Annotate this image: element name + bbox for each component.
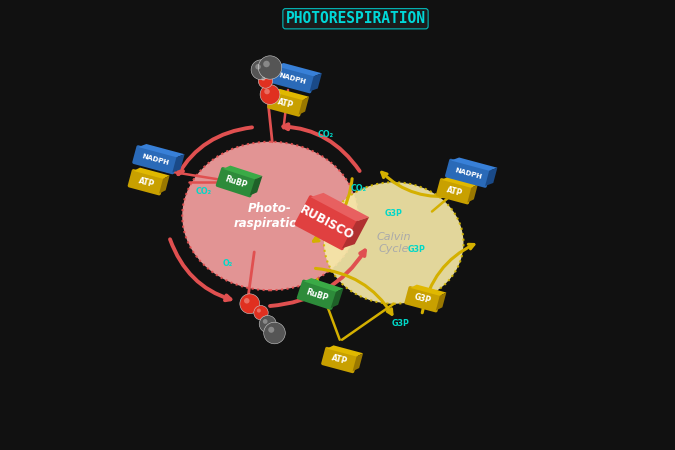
- FancyArrowPatch shape: [178, 127, 252, 174]
- FancyArrowPatch shape: [315, 268, 392, 315]
- Polygon shape: [273, 89, 309, 100]
- Text: NADPH: NADPH: [141, 153, 169, 166]
- Circle shape: [264, 322, 286, 344]
- Text: RUBISCO: RUBISCO: [297, 203, 356, 243]
- Circle shape: [259, 74, 273, 88]
- Polygon shape: [352, 353, 363, 371]
- Polygon shape: [410, 284, 446, 296]
- Polygon shape: [138, 144, 184, 157]
- Text: CO₂: CO₂: [351, 184, 367, 193]
- Polygon shape: [441, 176, 478, 188]
- Polygon shape: [327, 345, 363, 356]
- Polygon shape: [172, 154, 184, 172]
- Polygon shape: [304, 278, 344, 292]
- Polygon shape: [451, 158, 497, 171]
- Circle shape: [264, 89, 270, 94]
- Circle shape: [240, 294, 260, 314]
- FancyBboxPatch shape: [267, 90, 304, 117]
- Polygon shape: [134, 167, 169, 179]
- Text: Photo-
raspiration: Photo- raspiration: [234, 202, 306, 230]
- Circle shape: [259, 56, 281, 79]
- Text: ATP: ATP: [277, 97, 295, 110]
- Circle shape: [268, 327, 274, 333]
- FancyBboxPatch shape: [321, 347, 358, 373]
- Circle shape: [263, 319, 267, 324]
- Text: PHOTORESPIRATION: PHOTORESPIRATION: [286, 11, 425, 26]
- FancyBboxPatch shape: [269, 64, 315, 93]
- Text: G3P: G3P: [385, 209, 402, 218]
- Text: CO₂: CO₂: [196, 186, 212, 195]
- FancyBboxPatch shape: [128, 169, 165, 195]
- Ellipse shape: [324, 182, 464, 304]
- Polygon shape: [342, 217, 369, 248]
- Polygon shape: [310, 193, 369, 221]
- Polygon shape: [467, 184, 478, 202]
- Circle shape: [256, 309, 261, 313]
- Text: NADPH: NADPH: [278, 72, 306, 85]
- Polygon shape: [275, 63, 322, 76]
- Circle shape: [244, 298, 250, 304]
- FancyBboxPatch shape: [436, 178, 473, 204]
- Text: O₂: O₂: [223, 258, 233, 267]
- FancyArrowPatch shape: [382, 172, 458, 197]
- FancyArrowPatch shape: [423, 244, 474, 313]
- Circle shape: [259, 315, 276, 333]
- Polygon shape: [298, 97, 309, 115]
- Text: Calvin
Cycle: Calvin Cycle: [377, 232, 411, 254]
- Circle shape: [260, 85, 280, 104]
- Text: G3P: G3P: [392, 319, 409, 328]
- Text: ATP: ATP: [331, 354, 349, 366]
- Text: RuBP: RuBP: [305, 287, 329, 302]
- Circle shape: [254, 306, 268, 320]
- FancyArrowPatch shape: [170, 239, 230, 300]
- Circle shape: [263, 61, 270, 67]
- FancyBboxPatch shape: [294, 195, 358, 250]
- FancyArrowPatch shape: [313, 179, 352, 241]
- FancyBboxPatch shape: [132, 145, 178, 174]
- FancyBboxPatch shape: [297, 279, 338, 310]
- Text: G3P: G3P: [414, 292, 433, 306]
- Text: CO₂: CO₂: [317, 130, 333, 139]
- Circle shape: [261, 77, 265, 81]
- FancyBboxPatch shape: [216, 167, 256, 198]
- Text: ATP: ATP: [137, 176, 155, 189]
- Polygon shape: [250, 176, 263, 196]
- Text: NADPH: NADPH: [454, 167, 482, 180]
- Polygon shape: [331, 288, 344, 308]
- Text: G3P: G3P: [407, 245, 425, 254]
- FancyArrowPatch shape: [284, 124, 360, 171]
- Polygon shape: [436, 292, 446, 310]
- Circle shape: [251, 60, 271, 80]
- FancyBboxPatch shape: [445, 159, 491, 188]
- Ellipse shape: [182, 142, 358, 290]
- FancyBboxPatch shape: [404, 286, 441, 312]
- Polygon shape: [310, 73, 322, 91]
- Polygon shape: [159, 176, 169, 194]
- Circle shape: [255, 64, 261, 70]
- Text: RuBP: RuBP: [224, 175, 248, 190]
- Text: ATP: ATP: [446, 185, 464, 198]
- Polygon shape: [223, 166, 263, 180]
- Polygon shape: [485, 168, 497, 186]
- FancyArrowPatch shape: [270, 251, 365, 306]
